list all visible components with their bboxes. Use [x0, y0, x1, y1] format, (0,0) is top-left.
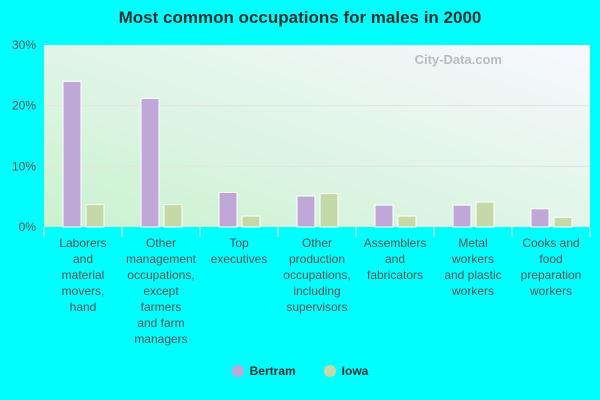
chart-title: Most common occupations for males in 200… [118, 8, 482, 27]
bar-bertram [296, 195, 316, 228]
legend-item: Bertram [231, 364, 296, 378]
x-category-label: farmers [141, 300, 182, 314]
x-category-label: management [126, 252, 197, 266]
bar-bertram [374, 204, 394, 228]
bar-bertram [218, 191, 238, 228]
y-tick-label: 0% [19, 220, 37, 234]
x-category-label: Top [229, 236, 249, 250]
bar-iowa [163, 204, 183, 228]
bar-bertram [452, 204, 472, 228]
bar-bertram [140, 97, 160, 228]
x-category-label: production [289, 252, 345, 266]
legend-label: Iowa [341, 364, 369, 378]
x-category-label: movers, [62, 284, 105, 298]
x-category-label: Assemblers [364, 236, 427, 250]
watermark: City-Data.com [415, 52, 502, 67]
bar-iowa [397, 215, 417, 228]
x-category-label: Laborers [59, 236, 106, 250]
x-category-label: workers [451, 252, 494, 266]
x-category-label: except [143, 284, 179, 298]
x-category-label: executives [211, 252, 268, 266]
y-tick-label: 20% [12, 99, 36, 113]
x-category-label: occupations, [127, 268, 194, 282]
x-category-label: hand [70, 300, 97, 314]
x-category-label: and farm [137, 316, 184, 330]
x-category-label: material [62, 268, 105, 282]
x-category-label: Other [146, 236, 176, 250]
y-tick-label: 30% [12, 38, 36, 52]
legend-swatch [231, 365, 244, 377]
x-category-label: workers [529, 284, 572, 298]
x-category-label: workers [451, 284, 494, 298]
legend-label: Bertram [249, 364, 296, 378]
x-category-label: Metal [458, 236, 487, 250]
legend: Bertram Iowa [0, 364, 600, 380]
x-category-label: and [73, 252, 93, 266]
bar-iowa [241, 215, 261, 228]
x-category-label: and plastic [444, 268, 501, 282]
bar-bertram [62, 80, 82, 228]
x-category-label: occupations, [283, 268, 350, 282]
bar-bertram [530, 208, 550, 228]
x-category-label: including [293, 284, 340, 298]
bar-iowa [319, 193, 339, 228]
x-category-label: preparation [521, 268, 582, 282]
x-category-label: food [539, 252, 562, 266]
bar-iowa [85, 204, 105, 228]
x-category-label: Other [302, 236, 332, 250]
x-category-label: fabricators [367, 268, 423, 282]
plot-area [44, 45, 590, 227]
bar-iowa [553, 216, 573, 228]
x-category-label: Cooks and [522, 236, 579, 250]
bar-iowa [475, 201, 495, 228]
x-category-label: supervisors [286, 300, 347, 314]
x-category-label: and [385, 252, 405, 266]
legend-swatch [323, 365, 336, 377]
y-tick-label: 10% [12, 159, 36, 173]
legend-item: Iowa [323, 364, 369, 378]
x-category-label: managers [134, 332, 187, 346]
